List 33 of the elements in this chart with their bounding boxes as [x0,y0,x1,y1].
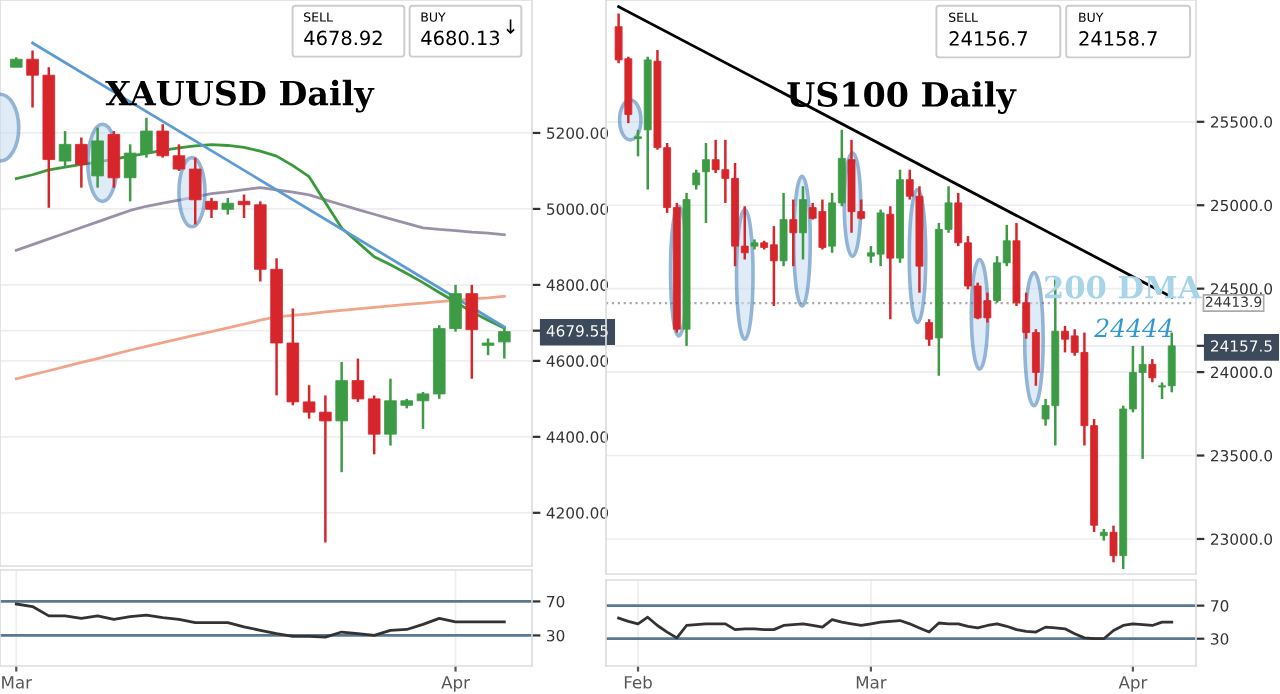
annotation: 24444 [1094,318,1172,337]
line-series [14,602,506,639]
annotation: 4678.92 [304,30,382,46]
candlestick [367,394,381,456]
candlestick [188,156,202,226]
x-tick-label: Feb [624,675,652,689]
candlestick [205,196,218,220]
candlestick [1109,524,1118,564]
line-series [14,294,506,381]
candlestick [886,204,895,321]
candlestick [351,357,365,404]
x-tick-label: Mar [856,676,887,689]
candlestick [702,141,710,225]
candlestick [75,136,88,189]
candlestick [1148,357,1157,384]
candlestick [789,198,798,268]
candlestick [335,360,348,474]
candlestick [925,317,934,348]
annotation: 24156.7 [949,31,1027,46]
annotation: 24158.7 [1079,31,1157,46]
candlestick [692,168,701,191]
text: US100 Daily [787,81,1017,114]
x-tick-label: Apr [1118,676,1148,692]
candlestick [799,184,807,261]
candlestick [465,283,479,380]
annotation: ↓ [506,19,515,34]
line-series [617,615,1174,641]
x-tick-label: Apr [441,676,470,692]
annotation: 4680.13 [421,30,500,46]
x-tick-label: Mar [2,676,32,689]
candlestick [634,128,642,158]
candlestick [779,191,788,268]
candlestick [107,129,121,189]
